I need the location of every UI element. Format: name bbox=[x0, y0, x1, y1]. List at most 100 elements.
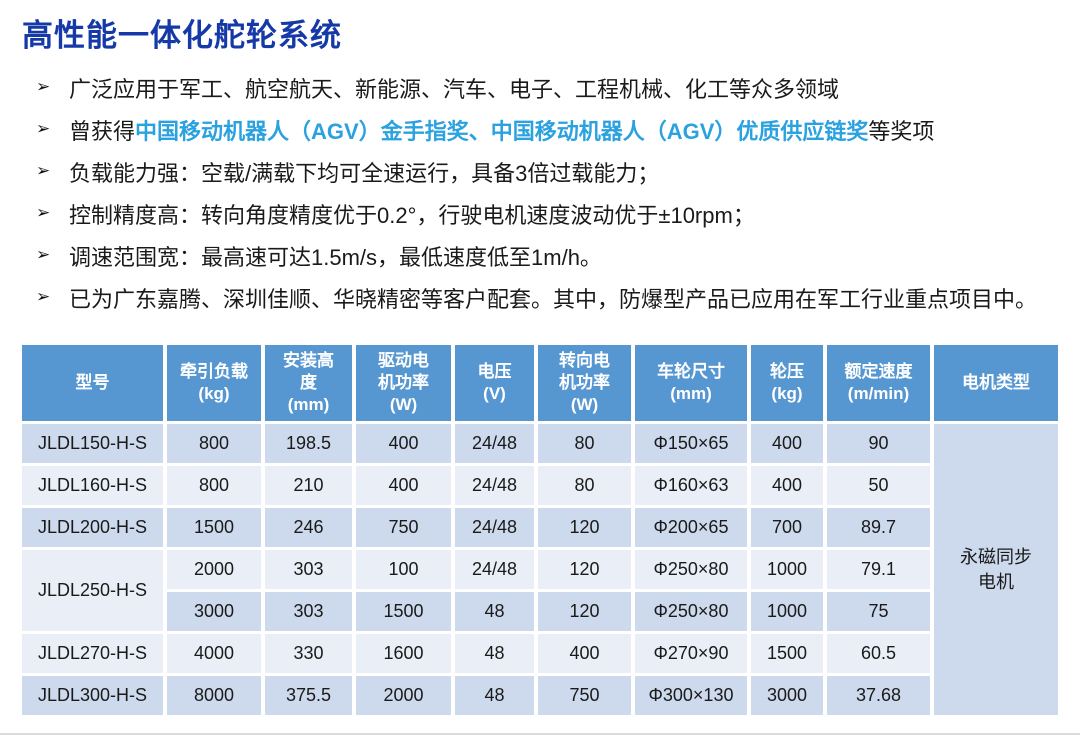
cell-model: JLDL160-H-S bbox=[22, 466, 163, 505]
cell-rated-speed: 79.1 bbox=[827, 550, 930, 589]
cell-rated-speed: 75 bbox=[827, 592, 930, 631]
col-header-rated-speed: 额定速度 (m/min) bbox=[827, 345, 930, 421]
table-row: JLDL160-H-S 800 210 400 24/48 80 Φ160×63… bbox=[22, 466, 1058, 505]
arrow-bullet-icon: ➢ bbox=[36, 245, 51, 264]
cell-install-height: 246 bbox=[265, 508, 352, 547]
cell-rated-speed: 50 bbox=[827, 466, 930, 505]
cell-install-height: 303 bbox=[265, 592, 352, 631]
cell-steer-motor-power: 120 bbox=[538, 592, 631, 631]
bullet-text: 控制精度高：转向角度精度优于0.2°，行驶电机速度波动优于±10rpm； bbox=[69, 203, 755, 228]
cell-steer-motor-power: 80 bbox=[538, 466, 631, 505]
cell-voltage: 48 bbox=[455, 634, 534, 673]
bullet-item-control-precision: ➢ 控制精度高：转向角度精度优于0.2°，行驶电机速度波动优于±10rpm； bbox=[36, 193, 1066, 235]
cell-model: JLDL250-H-S bbox=[22, 550, 163, 631]
bullet-item-speed-range: ➢ 调速范围宽：最高速可达1.5m/s，最低速度低至1m/h。 bbox=[36, 235, 1066, 277]
col-header-motor-type: 电机类型 bbox=[934, 345, 1058, 421]
cell-steer-motor-power: 750 bbox=[538, 676, 631, 715]
bullet-item-load-capacity: ➢ 负载能力强：空载/满载下均可全速运行，具备3倍过载能力； bbox=[36, 151, 1066, 193]
cell-wheel-size: Φ250×80 bbox=[635, 550, 747, 589]
cell-wheel-pressure: 400 bbox=[751, 424, 823, 463]
col-header-install-height: 安装高 度 (mm) bbox=[265, 345, 352, 421]
cell-wheel-pressure: 700 bbox=[751, 508, 823, 547]
cell-model: JLDL150-H-S bbox=[22, 424, 163, 463]
cell-voltage: 24/48 bbox=[455, 466, 534, 505]
cell-model: JLDL300-H-S bbox=[22, 676, 163, 715]
cell-wheel-pressure: 3000 bbox=[751, 676, 823, 715]
arrow-bullet-icon: ➢ bbox=[36, 161, 51, 180]
table-row: JLDL250-H-S 2000 303 100 24/48 120 Φ250×… bbox=[22, 550, 1058, 631]
arrow-bullet-icon: ➢ bbox=[36, 287, 51, 306]
cell-rated-speed: 37.68 bbox=[827, 676, 930, 715]
bullet-item-customers: ➢ 已为广东嘉腾、深圳佳顺、华晓精密等客户配套。其中，防爆型产品已应用在军工行业… bbox=[36, 277, 1066, 319]
cell-wheel-size: Φ300×130 bbox=[635, 676, 747, 715]
bullet-text: 曾获得中国移动机器人（AGV）金手指奖、中国移动机器人（AGV）优质供应链奖等奖… bbox=[69, 114, 934, 146]
cell-model: JLDL270-H-S bbox=[22, 634, 163, 673]
cell-install-height: 210 bbox=[265, 466, 352, 505]
bullet-text-prefix: 曾获得 bbox=[69, 119, 136, 144]
cell-traction-load: 1500 bbox=[167, 508, 261, 547]
col-header-steer-motor-power: 转向电 机功率 (W) bbox=[538, 345, 631, 421]
cell-steer-motor-power: 120 bbox=[538, 508, 631, 547]
bullet-text: 负载能力强：空载/满载下均可全速运行，具备3倍过载能力； bbox=[69, 161, 660, 186]
award-highlight-text: 中国移动机器人（AGV）金手指奖、中国移动机器人（AGV）优质供应链奖 bbox=[135, 119, 869, 144]
table-header-row: 型号 牵引负载 (kg) 安装高 度 (mm) 驱动电 机功率 (W) 电压 (… bbox=[22, 345, 1058, 421]
cell-steer-motor-power: 120 bbox=[538, 550, 631, 589]
cell-voltage: 48 bbox=[455, 592, 534, 631]
arrow-bullet-icon: ➢ bbox=[36, 77, 51, 96]
cell-wheel-pressure: 1500 bbox=[751, 634, 823, 673]
bullet-list: ➢ 广泛应用于军工、航空航天、新能源、汽车、电子、工程机械、化工等众多领域 ➢ … bbox=[36, 67, 1066, 319]
bullet-text-suffix: 等奖项 bbox=[868, 119, 935, 144]
cell-rated-speed: 90 bbox=[827, 424, 930, 463]
bottom-divider bbox=[0, 733, 1080, 735]
cell-voltage: 24/48 bbox=[455, 550, 534, 589]
cell-install-height: 375.5 bbox=[265, 676, 352, 715]
cell-voltage: 48 bbox=[455, 676, 534, 715]
cell-wheel-pressure: 1000 bbox=[751, 592, 823, 631]
cell-wheel-size: Φ150×65 bbox=[635, 424, 747, 463]
cell-drive-motor-power: 400 bbox=[356, 466, 451, 505]
cell-drive-motor-power: 400 bbox=[356, 424, 451, 463]
cell-install-height: 303 bbox=[265, 550, 352, 589]
arrow-bullet-icon: ➢ bbox=[36, 119, 51, 138]
cell-motor-type: 永磁同步 电机 bbox=[934, 424, 1058, 715]
cell-drive-motor-power: 1500 bbox=[356, 592, 451, 631]
page-title: 高性能一体化舵轮系统 bbox=[22, 18, 342, 53]
cell-voltage: 24/48 bbox=[455, 424, 534, 463]
table-row: JLDL300-H-S 8000 375.5 2000 48 750 Φ300×… bbox=[22, 676, 1058, 715]
col-header-wheel-size: 车轮尺寸 (mm) bbox=[635, 345, 747, 421]
cell-wheel-size: Φ200×65 bbox=[635, 508, 747, 547]
cell-traction-load: 4000 bbox=[167, 634, 261, 673]
cell-traction-load: 3000 bbox=[167, 592, 261, 631]
arrow-bullet-icon: ➢ bbox=[36, 203, 51, 222]
col-header-drive-motor-power: 驱动电 机功率 (W) bbox=[356, 345, 451, 421]
cell-drive-motor-power: 100 bbox=[356, 550, 451, 589]
table-row: 3000 303 1500 48 120 Φ250×80 1000 75 bbox=[22, 592, 1058, 631]
cell-wheel-size: Φ270×90 bbox=[635, 634, 747, 673]
table-row: JLDL150-H-S 800 198.5 400 24/48 80 Φ150×… bbox=[22, 424, 1058, 715]
bullet-text: 调速范围宽：最高速可达1.5m/s，最低速度低至1m/h。 bbox=[69, 245, 602, 270]
cell-traction-load: 8000 bbox=[167, 676, 261, 715]
bullet-text: 广泛应用于军工、航空航天、新能源、汽车、电子、工程机械、化工等众多领域 bbox=[69, 77, 840, 102]
cell-steer-motor-power: 400 bbox=[538, 634, 631, 673]
cell-voltage: 24/48 bbox=[455, 508, 534, 547]
cell-drive-motor-power: 1600 bbox=[356, 634, 451, 673]
spec-table: 型号 牵引负载 (kg) 安装高 度 (mm) 驱动电 机功率 (W) 电压 (… bbox=[18, 342, 1062, 718]
table-row: JLDL270-H-S 4000 330 1600 48 400 Φ270×90… bbox=[22, 634, 1058, 673]
cell-rated-speed: 60.5 bbox=[827, 634, 930, 673]
col-header-traction-load: 牵引负载 (kg) bbox=[167, 345, 261, 421]
cell-traction-load: 2000 bbox=[167, 550, 261, 589]
cell-traction-load: 800 bbox=[167, 466, 261, 505]
bullet-item-awards: ➢ 曾获得中国移动机器人（AGV）金手指奖、中国移动机器人（AGV）优质供应链奖… bbox=[36, 109, 1066, 151]
cell-traction-load: 800 bbox=[167, 424, 261, 463]
table-row: JLDL200-H-S 1500 246 750 24/48 120 Φ200×… bbox=[22, 508, 1058, 547]
cell-model: JLDL200-H-S bbox=[22, 508, 163, 547]
cell-install-height: 330 bbox=[265, 634, 352, 673]
cell-install-height: 198.5 bbox=[265, 424, 352, 463]
cell-drive-motor-power: 2000 bbox=[356, 676, 451, 715]
cell-wheel-size: Φ250×80 bbox=[635, 592, 747, 631]
cell-wheel-pressure: 1000 bbox=[751, 550, 823, 589]
col-header-wheel-pressure: 轮压 (kg) bbox=[751, 345, 823, 421]
bullet-text: 已为广东嘉腾、深圳佳顺、华晓精密等客户配套。其中，防爆型产品已应用在军工行业重点… bbox=[69, 287, 1038, 312]
col-header-model: 型号 bbox=[22, 345, 163, 421]
